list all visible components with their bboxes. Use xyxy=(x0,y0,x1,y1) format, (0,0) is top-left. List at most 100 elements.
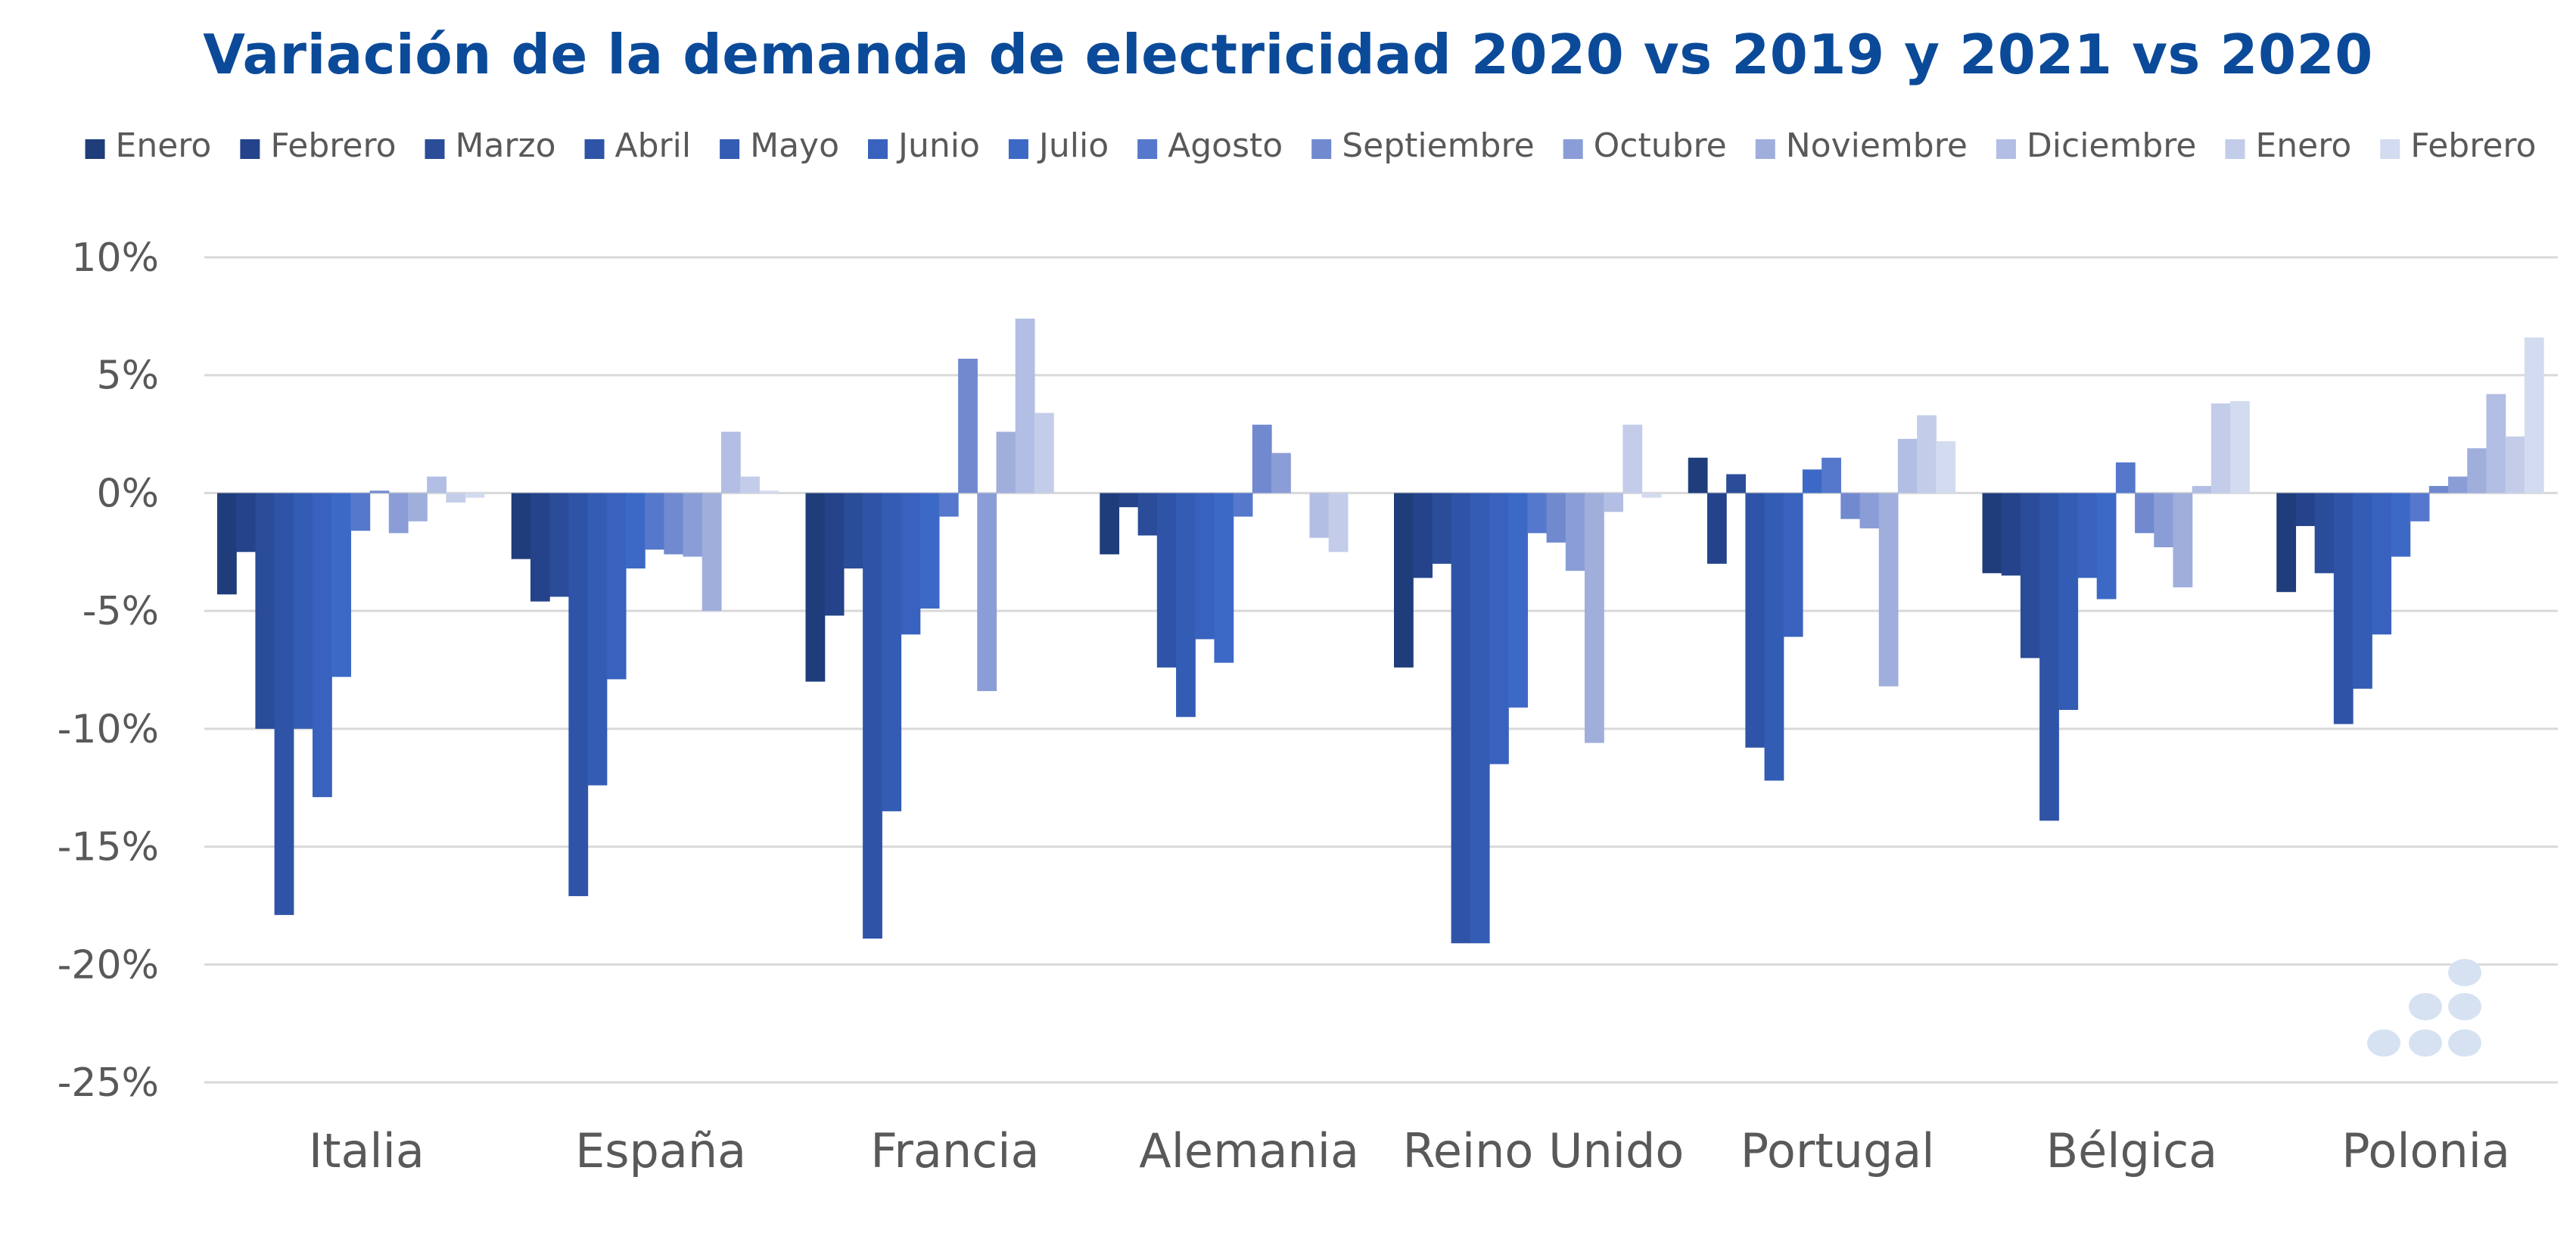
bar xyxy=(1527,493,1548,534)
bar xyxy=(720,431,741,493)
bar xyxy=(1394,493,1414,668)
legend-swatch xyxy=(1563,139,1583,159)
bar xyxy=(408,493,428,521)
legend-item: Febrero xyxy=(2380,126,2536,165)
legend-swatch xyxy=(1311,139,1332,159)
logo-dot xyxy=(2448,959,2481,986)
x-tick-label: Bélgica xyxy=(2046,1123,2218,1178)
gridlines xyxy=(204,256,2558,1084)
bar xyxy=(2077,493,2098,578)
legend-swatch xyxy=(720,139,740,159)
bar xyxy=(2353,493,2372,689)
logo-dot xyxy=(2409,993,2442,1020)
bar xyxy=(2314,493,2335,574)
y-tick-label: -15% xyxy=(58,825,159,870)
bar xyxy=(882,493,902,811)
bar xyxy=(2486,394,2506,493)
bar xyxy=(2115,462,2136,493)
y-tick-label: -5% xyxy=(82,589,159,634)
bar xyxy=(1470,493,1490,944)
bar xyxy=(465,493,485,498)
legend-label: Marzo xyxy=(456,126,556,165)
bar xyxy=(236,493,256,553)
bar xyxy=(1745,493,1766,748)
legend-swatch xyxy=(1008,139,1028,159)
bar xyxy=(1015,318,1035,493)
bar xyxy=(427,476,446,493)
bar xyxy=(2391,493,2411,557)
bar xyxy=(1489,493,1509,764)
legend-label: Febrero xyxy=(2410,126,2536,165)
bar xyxy=(805,493,826,682)
x-axis: Italia España Francia Alemania Reino Unido Po… xyxy=(309,1123,2510,1178)
bar xyxy=(549,493,569,597)
bar xyxy=(1137,493,1158,536)
legend-label: Enero xyxy=(2255,126,2351,165)
bar xyxy=(568,493,589,896)
bar xyxy=(645,493,664,550)
legend-label: Agosto xyxy=(1168,126,1283,165)
bar xyxy=(740,476,760,493)
legend-item: Julio xyxy=(1008,126,1109,165)
bar xyxy=(331,493,351,677)
bar xyxy=(1252,425,1272,493)
bar xyxy=(1706,493,1727,564)
x-tick-label: Francia xyxy=(870,1123,1039,1178)
logo-dots xyxy=(2367,959,2481,1057)
bar xyxy=(702,493,722,612)
x-tick-label: Alemania xyxy=(1139,1123,1359,1178)
bar xyxy=(683,493,703,557)
bar xyxy=(2058,493,2079,710)
bar xyxy=(530,493,550,602)
y-tick-label: 5% xyxy=(97,353,160,399)
bar xyxy=(2448,476,2468,493)
legend-item: Enero xyxy=(2225,126,2351,165)
legend-label: Febrero xyxy=(270,126,396,165)
bar xyxy=(1508,493,1528,708)
legend-item: Septiembre xyxy=(1311,126,1535,165)
bar xyxy=(369,490,390,493)
legend-item: Agosto xyxy=(1137,126,1283,165)
bar xyxy=(388,493,409,534)
bar xyxy=(511,493,531,559)
bar xyxy=(977,493,997,692)
legend-label: Julio xyxy=(1037,126,1109,165)
bar xyxy=(1034,413,1054,493)
bar xyxy=(901,493,921,635)
legend-item: Febrero xyxy=(240,126,397,165)
bar xyxy=(1413,493,1433,578)
legend-label: Mayo xyxy=(750,126,839,165)
legend-label: Enero xyxy=(116,126,212,165)
bar xyxy=(2410,493,2430,521)
bar xyxy=(446,493,466,503)
bar xyxy=(1878,493,1899,686)
bar xyxy=(1309,493,1330,538)
bar xyxy=(1783,493,1803,637)
x-tick-label: Portugal xyxy=(1741,1123,1935,1178)
y-tick-label: 10% xyxy=(71,235,159,281)
bar xyxy=(1118,493,1139,508)
logo-dot xyxy=(2448,993,2481,1020)
bar xyxy=(1328,493,1349,553)
bar xyxy=(1432,493,1452,564)
bar xyxy=(2096,493,2117,599)
legend-label: Abril xyxy=(615,126,692,165)
bar xyxy=(2333,493,2354,724)
x-tick-label: España xyxy=(575,1123,746,1178)
bar xyxy=(1214,493,1234,663)
bar xyxy=(2505,436,2525,493)
bar xyxy=(1156,493,1177,668)
y-tick-label: -20% xyxy=(58,942,159,988)
legend-swatch xyxy=(85,139,105,159)
x-tick-label: Italia xyxy=(309,1123,425,1178)
bar xyxy=(843,493,863,569)
bar xyxy=(2135,493,2154,534)
legend-label: Octubre xyxy=(1594,126,1727,165)
logo-dot xyxy=(2448,1029,2481,1057)
y-tick-label: -25% xyxy=(58,1060,159,1106)
legend-label: Diciembre xyxy=(2027,126,2197,165)
bar xyxy=(1982,493,2002,574)
bar xyxy=(350,493,371,531)
